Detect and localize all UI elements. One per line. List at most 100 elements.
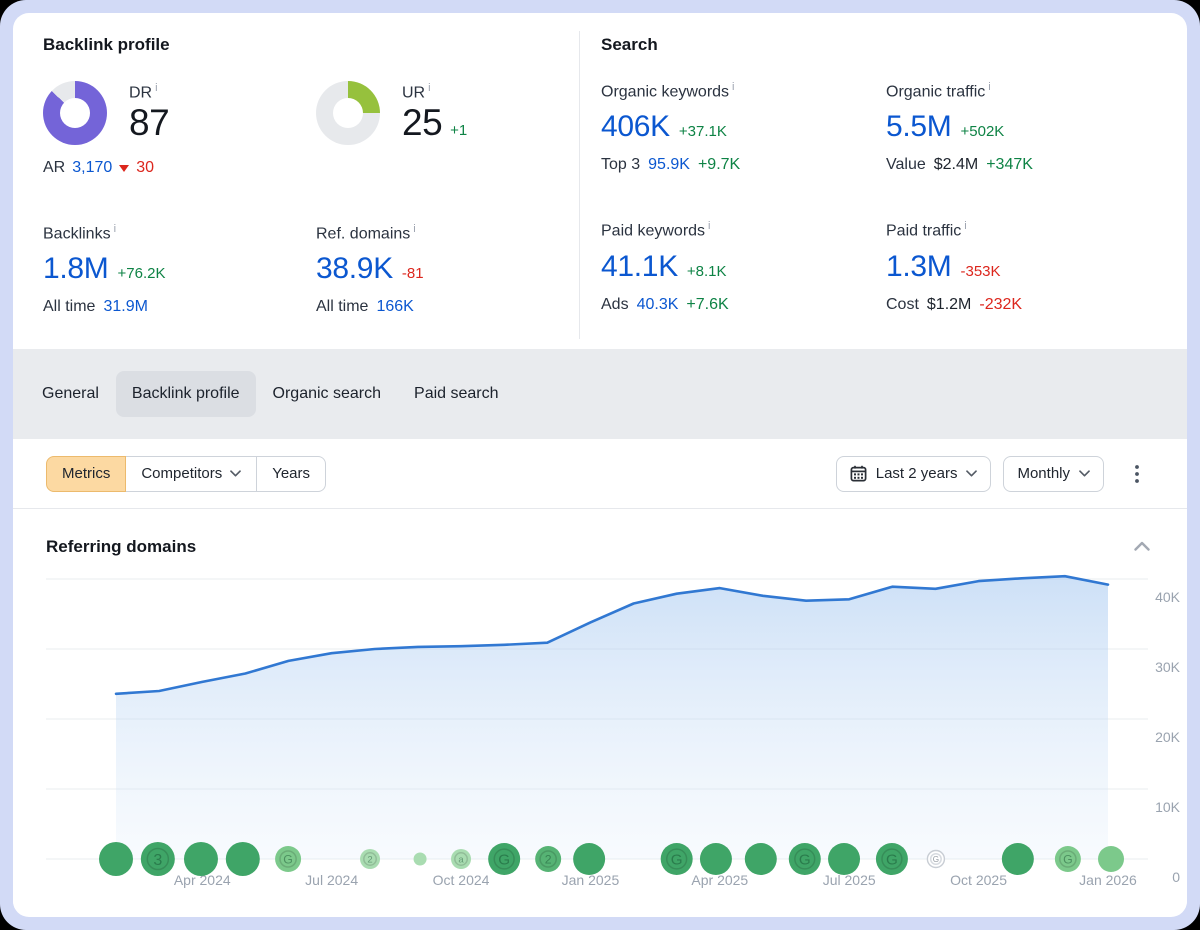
granularity-button[interactable]: Monthly — [1003, 455, 1104, 492]
top3-change: +9.7K — [697, 156, 741, 174]
ref-domains-sub-value[interactable]: 166K — [376, 298, 414, 316]
info-icon[interactable]: i — [428, 81, 431, 94]
organic-traffic-change: +502K — [960, 123, 1005, 141]
ur-stat: UR i 25 +1 — [316, 81, 579, 177]
svg-text:G: G — [1063, 852, 1073, 866]
paid-keywords-label: Paid keywords i — [601, 220, 711, 240]
chevron-down-icon — [230, 470, 242, 477]
ur-donut-chart — [316, 81, 380, 145]
more-options-button[interactable] — [1120, 456, 1154, 492]
google-update-marker[interactable]: G — [788, 843, 821, 875]
info-icon[interactable]: i — [708, 220, 711, 233]
google-update-marker[interactable] — [828, 843, 861, 875]
calendar-icon — [850, 465, 867, 482]
google-update-marker[interactable]: G — [275, 846, 302, 872]
organic-keywords-value[interactable]: 406K — [601, 110, 670, 144]
backlinks-sub-label: All time — [43, 298, 96, 316]
organic-traffic-value[interactable]: 5.5M — [886, 110, 952, 144]
paid-keywords-change: +8.1K — [686, 262, 727, 280]
traffic-value-change: +347K — [986, 156, 1033, 174]
top3-label: Top 3 — [601, 156, 641, 174]
y-axis-label: 40K — [1155, 589, 1181, 605]
google-update-marker[interactable] — [699, 843, 732, 875]
google-update-marker[interactable]: 3 — [140, 842, 175, 876]
dr-label: DR i — [129, 81, 158, 101]
google-update-marker[interactable]: 2 — [360, 849, 381, 869]
google-update-marker[interactable]: G — [875, 843, 908, 875]
date-range-button[interactable]: Last 2 years — [835, 455, 992, 492]
segment-years[interactable]: Years — [257, 455, 327, 492]
top3-value[interactable]: 95.9K — [648, 156, 690, 174]
dr-value: 87 — [129, 101, 170, 143]
organic-traffic-stat: Organic traffic i 5.5M +502K Value $2.4M … — [886, 81, 1187, 174]
ur-value: 25 — [402, 101, 443, 143]
chart-line — [114, 574, 1110, 696]
google-update-marker[interactable] — [183, 842, 218, 876]
y-axis-label: 30K — [1155, 659, 1181, 675]
backlinks-label: Backlinks i — [43, 223, 117, 243]
chevron-down-icon — [966, 470, 978, 477]
tab-organic-search[interactable]: Organic search — [272, 385, 382, 402]
paid-traffic-label: Paid traffic i — [886, 220, 967, 240]
chart-title: Referring domains — [46, 536, 197, 556]
tab-paid-search[interactable]: Paid search — [414, 385, 499, 402]
ref-domains-change: -81 — [401, 265, 424, 283]
cost-label: Cost — [886, 295, 919, 313]
vertical-divider — [579, 31, 580, 339]
tab-backlink-profile[interactable]: Backlink profile — [115, 371, 256, 417]
backlinks-sub-value[interactable]: 31.9M — [103, 298, 148, 316]
google-update-marker[interactable] — [225, 842, 260, 876]
google-update-marker[interactable]: a — [451, 849, 472, 869]
google-update-marker[interactable] — [1001, 843, 1034, 875]
chart-area[interactable]: 0 10K 20K 30K 40K Apr 2024 Jul 2024 Oct 2024 Jan… — [13, 564, 1187, 909]
paid-traffic-stat: Paid traffic i 1.3M -353K Cost $1.2M -232… — [886, 220, 1187, 313]
ar-value[interactable]: 3,170 — [72, 159, 113, 176]
organic-keywords-change: +37.1K — [678, 123, 727, 141]
x-axis-label: Jan 2025 — [562, 872, 620, 888]
ads-label: Ads — [601, 295, 629, 313]
stats-header: Backlink profile DR i 87 AR — [13, 13, 1187, 349]
info-icon[interactable]: i — [155, 81, 158, 94]
google-update-marker[interactable] — [413, 852, 427, 866]
organic-traffic-label: Organic traffic i — [886, 81, 991, 101]
ur-change: +1 — [450, 121, 468, 139]
svg-text:G: G — [799, 851, 811, 868]
svg-text:a: a — [458, 854, 464, 865]
info-icon[interactable]: i — [413, 223, 416, 235]
x-axis-label: Jul 2025 — [823, 872, 876, 888]
info-icon[interactable]: i — [988, 81, 991, 93]
paid-traffic-value[interactable]: 1.3M — [886, 249, 952, 283]
google-update-marker[interactable] — [1098, 846, 1125, 872]
ref-domains-label: Ref. domains i — [316, 223, 416, 243]
segment-metrics[interactable]: Metrics — [46, 455, 127, 492]
google-update-marker[interactable] — [99, 842, 133, 876]
google-update-marker[interactable] — [573, 843, 606, 875]
ref-domains-stat: Ref. domains i 38.9K -81 All time 166K — [316, 223, 579, 316]
collapse-section-button[interactable] — [1130, 535, 1154, 558]
google-update-marker[interactable]: G — [488, 843, 521, 875]
google-update-marker[interactable]: G — [926, 849, 946, 869]
segment-competitors[interactable]: Competitors — [126, 455, 258, 492]
overview-card: Backlink profile DR i 87 AR — [13, 13, 1187, 917]
ads-value[interactable]: 40.3K — [636, 295, 679, 313]
svg-text:G: G — [886, 851, 898, 868]
ar-row: AR 3,170 30 — [43, 159, 316, 177]
svg-text:G: G — [671, 851, 683, 868]
google-update-marker[interactable]: G — [660, 843, 693, 875]
info-icon[interactable]: i — [964, 220, 967, 233]
organic-keywords-stat: Organic keywords i 406K +37.1K Top 3 95.9… — [601, 81, 886, 174]
google-update-marker[interactable]: 2 — [535, 846, 562, 872]
info-icon[interactable]: i — [113, 223, 117, 235]
info-icon[interactable]: i — [732, 81, 735, 93]
backlink-profile-section: Backlink profile DR i 87 AR — [13, 13, 579, 349]
google-update-marker[interactable] — [744, 843, 777, 875]
paid-keywords-value[interactable]: 41.1K — [601, 249, 678, 283]
ref-domains-sub-label: All time — [316, 298, 369, 316]
google-update-marker[interactable]: G — [1054, 846, 1081, 872]
backlinks-value[interactable]: 1.8M — [43, 252, 109, 286]
ref-domains-value[interactable]: 38.9K — [316, 252, 393, 286]
referring-domains-chart[interactable]: 0 10K 20K 30K 40K Apr 2024 Jul 2024 Oct 2024 Jan… — [13, 564, 1187, 904]
cost-change: -232K — [979, 295, 1023, 313]
tab-general[interactable]: General — [42, 385, 99, 402]
backlinks-stat: Backlinks i 1.8M +76.2K All time 31.9M — [43, 223, 316, 316]
